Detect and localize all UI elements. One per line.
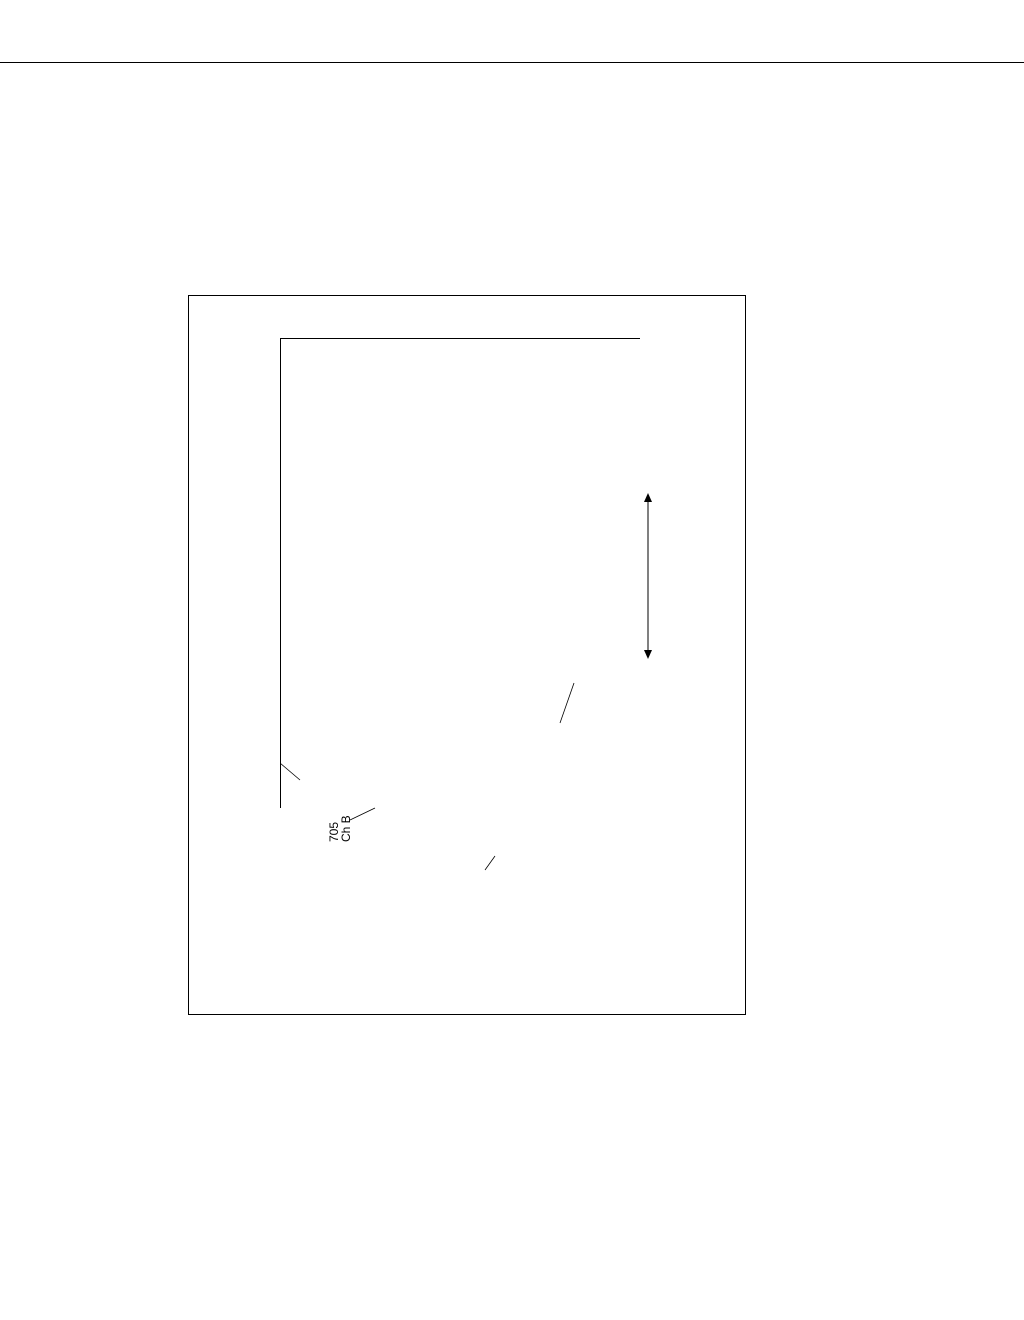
header-bar [0,62,1024,69]
chart-container [220,328,670,883]
plot-area [280,338,640,808]
ann-705chb: 705Ch B [328,815,352,842]
